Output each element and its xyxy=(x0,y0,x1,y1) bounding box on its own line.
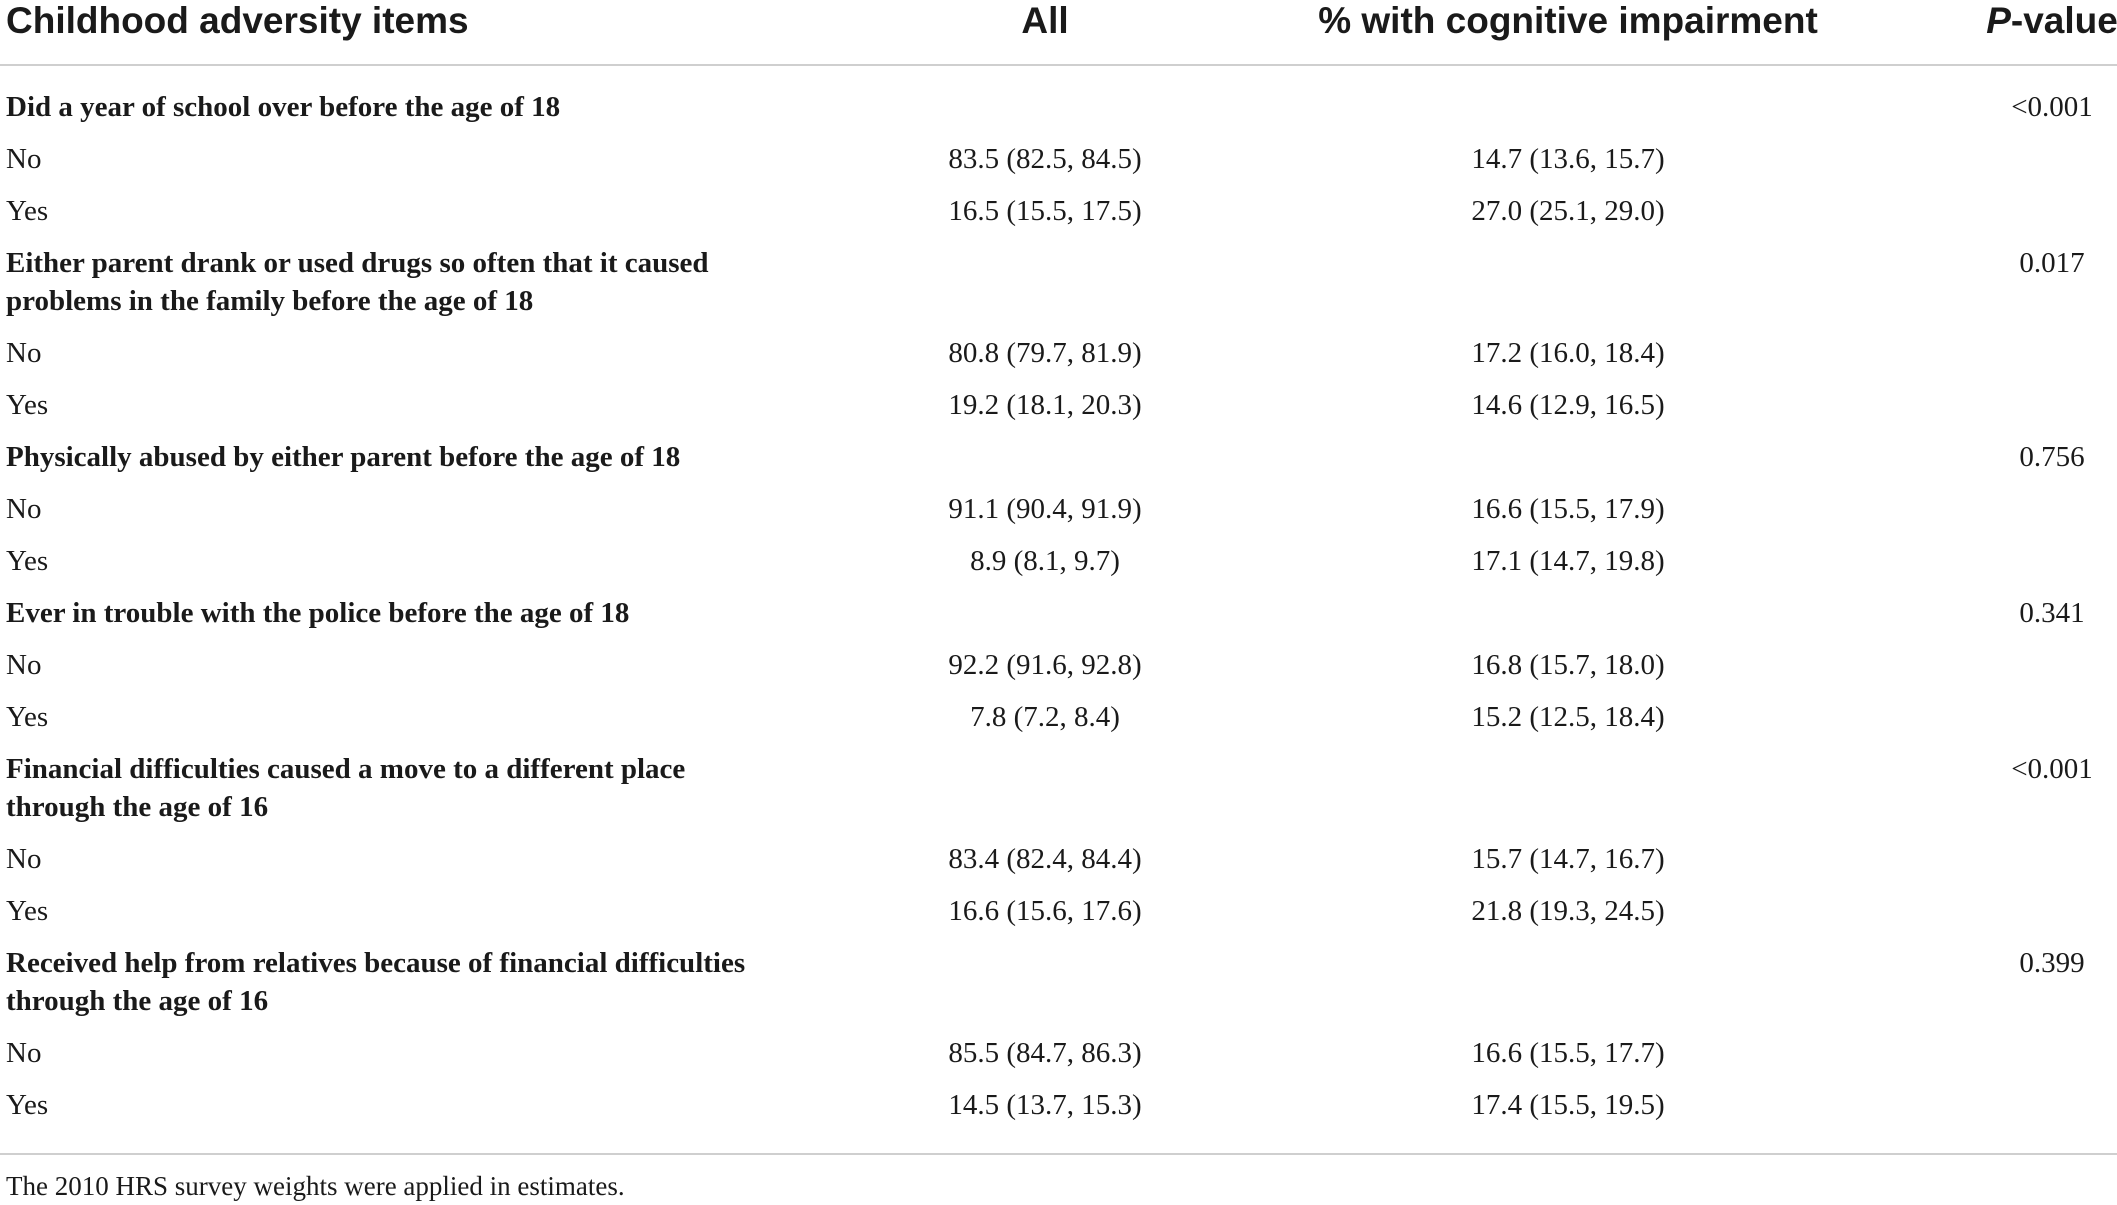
table-body: Did a year of school over before the age… xyxy=(0,88,2117,1138)
all-value: 80.8 (79.7, 81.9) xyxy=(948,337,1142,369)
category-row: Did a year of school over before the age… xyxy=(0,88,2117,140)
all-value: 92.2 (91.6, 92.8) xyxy=(948,649,1142,681)
category-label: Ever in trouble with the police before t… xyxy=(6,597,630,629)
cognitive-value: 17.2 (16.0, 18.4) xyxy=(1471,337,1665,369)
cognitive-value: 14.7 (13.6, 15.7) xyxy=(1471,143,1665,175)
table-row: No 83.5 (82.5, 84.5) 14.7 (13.6, 15.7) xyxy=(0,140,2117,192)
table-header: Childhood adversity items All % with cog… xyxy=(0,0,2117,66)
table-row: No 85.5 (84.7, 86.3) 16.6 (15.5, 17.7) xyxy=(0,1034,2117,1086)
level-label: Yes xyxy=(6,545,49,577)
all-value: 7.8 (7.2, 8.4) xyxy=(970,701,1120,733)
table-row: Yes 19.2 (18.1, 20.3) 14.6 (12.9, 16.5) xyxy=(0,386,2117,438)
header-cognitive-label: % with cognitive impairment xyxy=(1318,0,1818,41)
level-label: No xyxy=(6,843,42,875)
cognitive-value: 15.2 (12.5, 18.4) xyxy=(1471,701,1665,733)
all-value: 19.2 (18.1, 20.3) xyxy=(948,389,1142,421)
table-bottom-rule xyxy=(0,1153,2117,1155)
p-value: <0.001 xyxy=(2011,91,2093,123)
all-value: 14.5 (13.7, 15.3) xyxy=(948,1089,1142,1121)
all-value: 83.4 (82.4, 84.4) xyxy=(948,843,1142,875)
category-label: Did a year of school over before the age… xyxy=(6,91,561,123)
level-label: No xyxy=(6,493,42,525)
all-value: 83.5 (82.5, 84.5) xyxy=(948,143,1142,175)
level-label: No xyxy=(6,337,42,369)
cognitive-value: 16.8 (15.7, 18.0) xyxy=(1471,649,1665,681)
all-value: 8.9 (8.1, 9.7) xyxy=(970,545,1120,577)
table-footnote: The 2010 HRS survey weights were applied… xyxy=(6,1171,625,1201)
header-all-label: All xyxy=(1021,0,1069,41)
level-label: No xyxy=(6,1037,42,1069)
all-value: 91.1 (90.4, 91.9) xyxy=(948,493,1142,525)
cognitive-value: 16.6 (15.5, 17.7) xyxy=(1471,1037,1665,1069)
level-label: Yes xyxy=(6,389,49,421)
cognitive-value: 15.7 (14.7, 16.7) xyxy=(1471,843,1665,875)
p-value: 0.756 xyxy=(2019,441,2085,473)
table-row: Yes 8.9 (8.1, 9.7) 17.1 (14.7, 19.8) xyxy=(0,542,2117,594)
all-value: 85.5 (84.7, 86.3) xyxy=(948,1037,1142,1069)
header-p-value-label: P-value xyxy=(1986,0,2117,42)
table-row: No 83.4 (82.4, 84.4) 15.7 (14.7, 16.7) xyxy=(0,840,2117,892)
category-label: Financial difficulties caused a move to … xyxy=(6,753,686,823)
p-value: 0.399 xyxy=(2019,947,2085,979)
header-item: Childhood adversity items xyxy=(6,0,469,41)
category-row: Physically abused by either parent befor… xyxy=(0,438,2117,490)
table-row: Yes 16.6 (15.6, 17.6) 21.8 (19.3, 24.5) xyxy=(0,892,2117,944)
header-p-rest: -value xyxy=(2010,0,2117,41)
table-row: No 91.1 (90.4, 91.9) 16.6 (15.5, 17.9) xyxy=(0,490,2117,542)
cognitive-value: 17.1 (14.7, 19.8) xyxy=(1471,545,1665,577)
p-value: 0.017 xyxy=(2019,247,2085,279)
table-row: Yes 16.5 (15.5, 17.5) 27.0 (25.1, 29.0) xyxy=(0,192,2117,244)
level-label: No xyxy=(6,143,42,175)
table-row: No 92.2 (91.6, 92.8) 16.8 (15.7, 18.0) xyxy=(0,646,2117,698)
category-label: Physically abused by either parent befor… xyxy=(6,441,681,473)
category-row: Received help from relatives because of … xyxy=(0,944,2117,1034)
cognitive-value: 21.8 (19.3, 24.5) xyxy=(1471,895,1665,927)
all-value: 16.6 (15.6, 17.6) xyxy=(948,895,1142,927)
table-row: Yes 14.5 (13.7, 15.3) 17.4 (15.5, 19.5) xyxy=(0,1086,2117,1138)
level-label: Yes xyxy=(6,1089,49,1121)
all-value: 16.5 (15.5, 17.5) xyxy=(948,195,1142,227)
table-row: No 80.8 (79.7, 81.9) 17.2 (16.0, 18.4) xyxy=(0,334,2117,386)
table-row: Yes 7.8 (7.2, 8.4) 15.2 (12.5, 18.4) xyxy=(0,698,2117,750)
category-label: Received help from relatives because of … xyxy=(6,947,746,1017)
cognitive-value: 17.4 (15.5, 19.5) xyxy=(1471,1089,1665,1121)
category-label: Either parent drank or used drugs so oft… xyxy=(6,247,709,317)
level-label: Yes xyxy=(6,195,49,227)
level-label: Yes xyxy=(6,701,49,733)
category-row: Financial difficulties caused a move to … xyxy=(0,750,2117,840)
level-label: Yes xyxy=(6,895,49,927)
category-row: Either parent drank or used drugs so oft… xyxy=(0,244,2117,334)
header-p-italic: P xyxy=(1986,0,2011,41)
p-value: 0.341 xyxy=(2019,597,2085,629)
category-row: Ever in trouble with the police before t… xyxy=(0,594,2117,646)
p-value: <0.001 xyxy=(2011,753,2093,785)
level-label: No xyxy=(6,649,42,681)
cognitive-value: 14.6 (12.9, 16.5) xyxy=(1471,389,1665,421)
cognitive-value: 16.6 (15.5, 17.9) xyxy=(1471,493,1665,525)
cognitive-value: 27.0 (25.1, 29.0) xyxy=(1471,195,1665,227)
